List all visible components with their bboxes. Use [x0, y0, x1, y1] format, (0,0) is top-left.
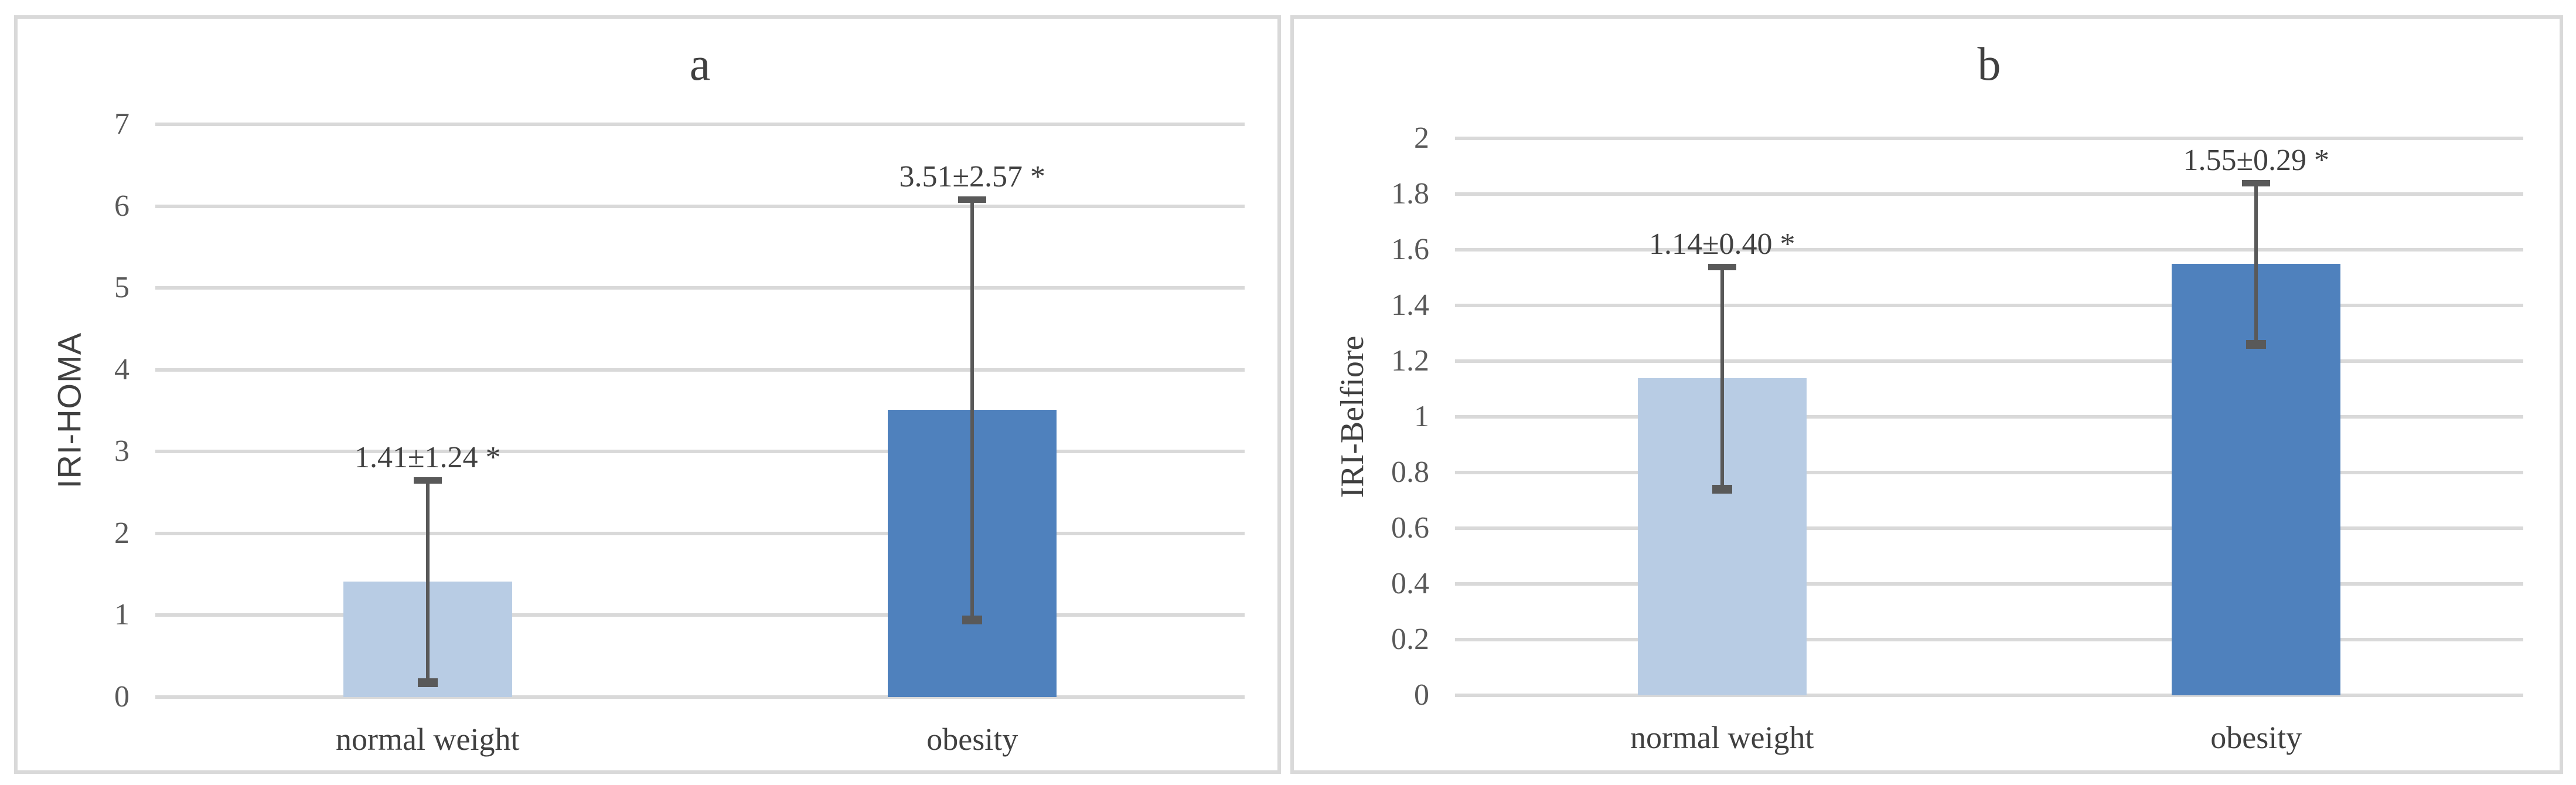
error-bar-cap-top	[958, 196, 987, 203]
gridline	[155, 531, 1245, 535]
gridline	[1455, 192, 2523, 196]
error-bar-line	[970, 199, 974, 620]
y-tick-label: 6	[114, 189, 130, 223]
gridline	[1455, 638, 2523, 641]
gridline	[1455, 304, 2523, 307]
y-tick-label: 0.2	[1391, 623, 1429, 656]
y-tick-label: 0.6	[1391, 511, 1429, 545]
gridline	[1455, 415, 2523, 419]
panel-b: b IRI-Belfiore 0 0.2 0.4 0.6 0.8 1 1.2 1.4 1.6 1.…	[1290, 15, 2563, 774]
error-bar-line	[2254, 183, 2258, 345]
y-tick-label: 2	[114, 516, 130, 550]
gridline	[155, 450, 1245, 454]
gridline	[1455, 359, 2523, 363]
y-tick-label: 2	[1414, 121, 1429, 155]
y-tick-label: 0.8	[1391, 456, 1429, 489]
error-bar-cap-bottom	[417, 678, 438, 688]
error-bar-cap-bottom	[1712, 484, 1732, 494]
panel-a: a IRI-HOMA 0 1 2 3 4 5 6 7 1.41±1.24 * normal wei…	[14, 15, 1281, 774]
gridline	[1455, 137, 2523, 140]
y-tick-label: 0	[1414, 678, 1429, 712]
panel-a-plot-area: 0 1 2 3 4 5 6 7 1.41±1.24 * normal weight 3.51±2.5…	[114, 108, 1245, 757]
data-label: 1.55±0.29 *	[2183, 144, 2330, 177]
gridline	[1455, 694, 2523, 697]
data-label: 3.51±2.57 *	[899, 160, 1046, 194]
y-tick-label: 1.2	[1391, 344, 1429, 378]
gridline	[1455, 526, 2523, 530]
gridline	[155, 613, 1245, 617]
gridline	[1455, 248, 2523, 252]
gridline	[1455, 471, 2523, 474]
error-bar-cap-top	[1708, 263, 1736, 270]
y-tick-label: 7	[114, 107, 130, 141]
y-tick-label: 4	[114, 352, 130, 386]
error-bar-line	[1720, 266, 1724, 490]
error-bar-cap-top	[413, 477, 442, 484]
y-tick-label: 0	[114, 680, 130, 713]
gridline	[155, 695, 1245, 699]
y-tick-label: 0.4	[1391, 567, 1429, 600]
y-tick-label: 1.6	[1391, 233, 1429, 266]
data-label: 1.14±0.40 *	[1648, 227, 1795, 261]
y-tick-label: 1	[1414, 400, 1429, 433]
error-bar-cap-bottom	[962, 615, 983, 624]
y-tick-label: 3	[114, 434, 130, 468]
error-bar-cap-top	[2242, 180, 2271, 186]
error-bar-cap-bottom	[2246, 339, 2267, 349]
y-tick-label: 1.4	[1391, 288, 1429, 322]
panel-a-title: a	[689, 39, 711, 90]
category-label: obesity	[2210, 720, 2302, 755]
gridline	[155, 368, 1245, 372]
y-tick-label: 1.8	[1391, 177, 1429, 210]
panel-b-plot-area: 0 0.2 0.4 0.6 0.8 1 1.2 1.4 1.6 1.8 2 1.14±0.40 * no…	[1391, 122, 2523, 755]
category-label: normal weight	[336, 722, 520, 757]
gridline	[155, 204, 1245, 208]
data-label: 1.41±1.24 *	[354, 441, 501, 475]
category-label: obesity	[926, 722, 1018, 757]
gridline	[155, 123, 1245, 126]
gridline	[155, 286, 1245, 290]
category-label: normal weight	[1630, 720, 1814, 755]
error-bar-line	[425, 480, 430, 684]
y-tick-label: 1	[114, 598, 130, 632]
gridline	[1455, 582, 2523, 586]
y-tick-label: 5	[114, 271, 130, 305]
panel-b-title: b	[1977, 39, 2001, 90]
